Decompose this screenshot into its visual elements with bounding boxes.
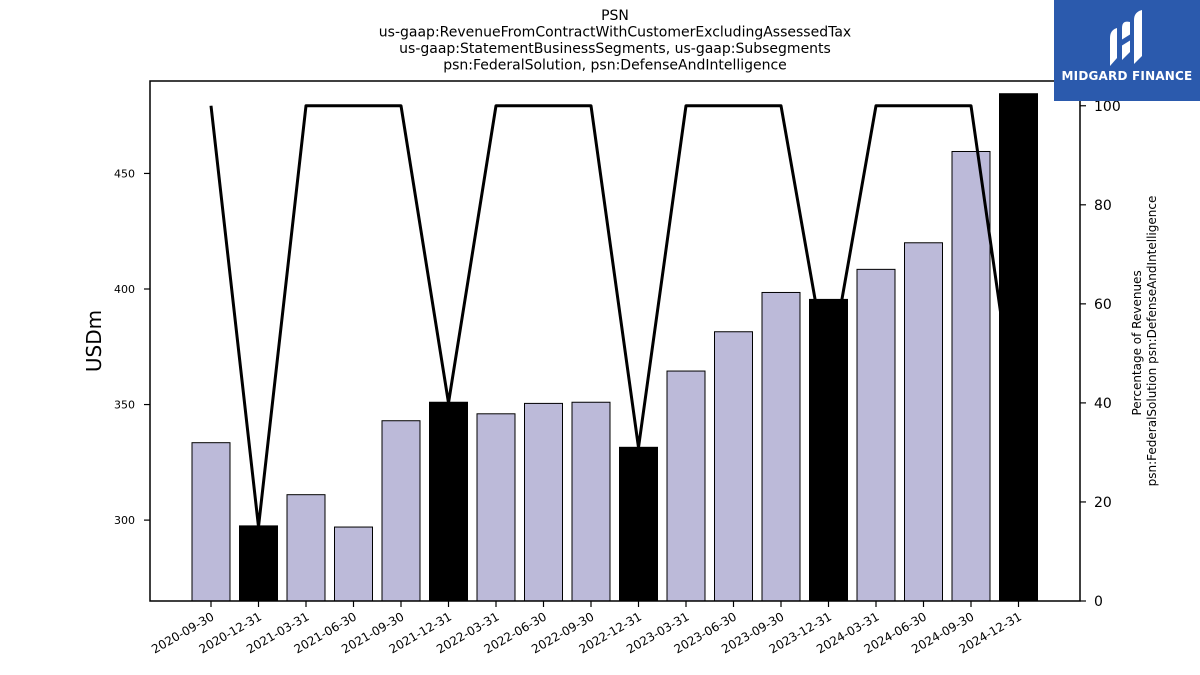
- bar: [334, 526, 373, 602]
- y-tick-label: 300: [114, 514, 135, 527]
- y-tick-label: 350: [114, 399, 135, 412]
- percentage-line-series: [209, 104, 1020, 529]
- bar-highlight: [619, 446, 658, 602]
- y-right-tick-label: 80: [1094, 198, 1112, 214]
- midgard-finance-logo: MIDGARD FINANCE: [1054, 0, 1200, 101]
- bar: [476, 413, 516, 602]
- y-axis-right-label-line-1: Percentage of Revenues: [1130, 270, 1144, 415]
- y-axis-right-label-line-2: psn:FederalSolution psn:DefenseAndIntell…: [1145, 196, 1159, 487]
- x-axis: 2020-09-302020-12-312021-03-312021-06-30…: [149, 601, 1024, 656]
- y-right-tick-label: 100: [1094, 99, 1121, 115]
- chart-title-line: PSN: [601, 8, 629, 24]
- y-tick-label: 400: [114, 283, 135, 296]
- y-right-tick-label: 0: [1094, 594, 1103, 610]
- bar: [191, 442, 231, 602]
- y-axis-label: USDm: [82, 310, 106, 372]
- y-right-tick-label: 40: [1094, 396, 1112, 412]
- bar: [761, 291, 801, 602]
- bar: [666, 370, 706, 602]
- bar: [524, 402, 563, 602]
- bar-highlight: [239, 525, 278, 602]
- chart-title-line: us-gaap:RevenueFromContractWithCustomerE…: [379, 25, 851, 41]
- chart-title-line: us-gaap:StatementBusinessSegments, us-ga…: [399, 41, 831, 57]
- y-tick-label: 450: [114, 167, 135, 180]
- y-axis-right-label: Percentage of Revenues psn:FederalSoluti…: [1130, 196, 1159, 487]
- bar: [381, 420, 421, 602]
- bar-series: [191, 93, 1038, 602]
- bar: [856, 268, 896, 602]
- chart-title-line: psn:FederalSolution, psn:DefenseAndIntel…: [443, 58, 787, 74]
- y-right-tick-label: 60: [1094, 297, 1112, 313]
- bar: [951, 150, 991, 602]
- chart-title: PSNus-gaap:RevenueFromContractWithCustom…: [379, 8, 851, 74]
- bar-highlight: [809, 298, 848, 602]
- y-axis-left: 300 350 400 450: [114, 167, 150, 527]
- logo-text: MIDGARD FINANCE: [1061, 69, 1193, 83]
- logo-icon: [1110, 10, 1142, 66]
- bar: [904, 242, 943, 602]
- bar: [571, 401, 611, 602]
- y-right-tick-label: 20: [1094, 495, 1112, 511]
- y-axis-right: 0 20 40 60 80 100: [1080, 99, 1121, 610]
- bar: [286, 494, 326, 602]
- bar-highlight: [429, 401, 468, 602]
- percentage-line: [209, 104, 1020, 529]
- bar: [714, 331, 753, 602]
- plot-frame: [149, 80, 1081, 602]
